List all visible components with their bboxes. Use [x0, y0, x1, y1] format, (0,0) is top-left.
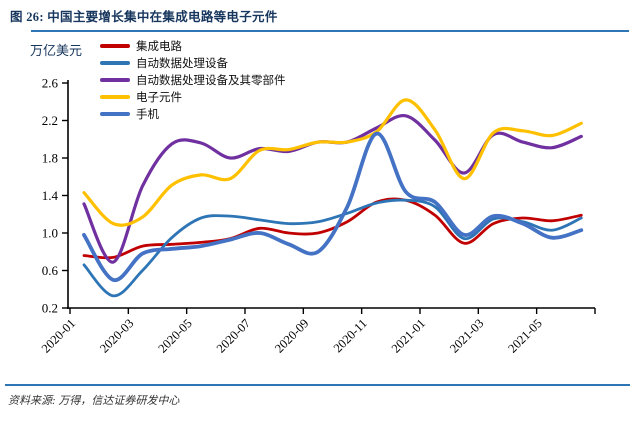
series-line-0 [82, 197, 583, 260]
x-tick-label: 2020-01 [39, 316, 78, 355]
legend-label: 自动数据处理设备及其零部件 [136, 74, 286, 87]
x-tick-label: 2020-03 [97, 316, 136, 355]
y-tick-label: 1.0 [42, 226, 58, 241]
y-tick-label: 2.6 [42, 76, 59, 91]
series-line-4 [82, 131, 584, 282]
legend-line-swatch [100, 111, 130, 116]
legend-label: 手机 [136, 108, 159, 121]
x-tick-label: 2021-03 [447, 316, 486, 355]
x-tick-label: 2020-07 [214, 316, 253, 355]
source-text: 资料来源: 万得，信达证券研发中心 [8, 395, 180, 407]
series-line-2 [82, 113, 583, 264]
y-tick-label: 2.2 [42, 113, 58, 128]
legend-item-integrated-circuits: 集成电路 [100, 37, 286, 54]
source-divider [5, 384, 630, 386]
legend-line-swatch [100, 77, 130, 82]
x-tick-label: 2021-05 [505, 316, 544, 355]
title-divider [31, 30, 629, 32]
legend-line-swatch [100, 60, 130, 65]
x-tick-label: 2021-01 [389, 316, 428, 355]
y-tick-label: 0.6 [42, 263, 59, 278]
legend-label: 电子元件 [136, 91, 182, 104]
legend-label: 自动数据处理设备 [136, 57, 228, 70]
y-tick-label: 0.2 [42, 301, 58, 316]
chart-legend: 集成电路 自动数据处理设备 自动数据处理设备及其零部件 电子元件 手机 [100, 37, 286, 122]
legend-item-adp-equipment: 自动数据处理设备 [100, 54, 286, 71]
legend-line-swatch [100, 94, 130, 99]
legend-line-swatch [100, 43, 130, 48]
x-tick-label: 2020-11 [331, 316, 370, 355]
y-axis-unit-label: 万亿美元 [30, 43, 83, 58]
figure-title: 图 26: 中国主要增长集中在集成电路等电子元件 [10, 10, 278, 24]
x-tick-label: 2020-09 [272, 316, 311, 355]
legend-item-adp-parts: 自动数据处理设备及其零部件 [100, 71, 286, 88]
y-tick-label: 1.4 [42, 188, 59, 203]
legend-item-mobile-phones: 手机 [100, 105, 286, 122]
legend-label: 集成电路 [136, 40, 182, 53]
legend-item-electronic-components: 电子元件 [100, 88, 286, 105]
series-line-3 [82, 98, 583, 227]
series-line-1 [82, 198, 583, 298]
y-tick-label: 1.8 [42, 151, 58, 166]
x-tick-label: 2020-05 [155, 316, 194, 355]
